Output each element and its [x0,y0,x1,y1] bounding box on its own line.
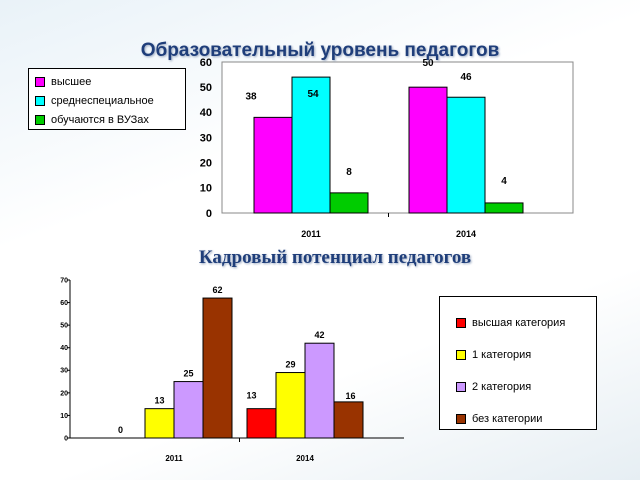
legend-swatch [456,382,466,392]
data-label: 25 [183,369,193,379]
bar [202,297,233,439]
legend-swatch [35,76,45,87]
legend-label: без категории [472,413,543,425]
bar [333,401,364,439]
data-label: 54 [307,89,319,100]
bar [275,372,306,439]
chart2-legend: высшая категория 1 категория 2 категория… [439,296,597,430]
y-tick-label: 50 [60,323,68,330]
data-label: 50 [422,58,434,69]
data-label: 29 [285,360,295,370]
bar [408,86,448,214]
bar [304,342,335,439]
y-tick-label: 60 [60,300,68,307]
data-label: 4 [501,176,507,187]
legend-label: высшее [51,75,92,88]
legend-item: обучаются в ВУЗах [35,110,185,129]
legend-label: 1 категория [472,349,532,361]
legend-item: среднеспециальное [35,91,185,110]
y-tick-label: 40 [200,107,212,119]
legend-swatch [456,414,466,424]
legend-swatch [456,318,466,328]
data-label: 13 [246,391,256,401]
data-label: 46 [460,72,472,83]
bar [291,76,331,214]
y-tick-label: 30 [200,132,212,144]
y-tick-label: 20 [60,390,68,397]
legend-item: 2 категория [456,371,596,403]
y-tick-label: 60 [200,57,212,69]
x-tick-label: 2014 [296,454,314,463]
data-label: 8 [346,167,352,178]
legend-item: 1 категория [456,339,596,371]
x-tick-label: 2014 [456,229,476,239]
bar [173,381,204,439]
legend-label: обучаются в ВУЗах [51,113,149,126]
legend-label: 2 категория [472,381,532,393]
y-tick-label: 40 [60,345,68,352]
y-tick-label: 10 [200,183,212,195]
data-label: 13 [154,396,164,406]
y-tick-label: 0 [206,208,212,220]
x-tick-label: 2011 [165,454,183,463]
data-label: 0 [118,425,123,435]
y-tick-label: 0 [64,435,68,442]
y-tick-label: 30 [60,368,68,375]
y-tick-label: 70 [60,277,68,284]
legend-item: высшее [35,72,185,91]
legend-label: высшая категория [472,317,566,329]
y-tick-label: 50 [200,82,212,94]
data-label: 38 [245,91,257,102]
x-tick-label: 2011 [301,229,321,239]
legend-label: среднеспециальное [51,94,154,107]
data-label: 16 [345,391,355,401]
legend-item: без категории [456,403,596,435]
legend-swatch [456,350,466,360]
legend-item: высшая категория [456,307,596,339]
chart1-title: Образовательный уровень педагогов [140,40,500,61]
bar [446,96,486,214]
legend-swatch [35,114,45,125]
chart1-legend: высшее среднеспециальное обучаются в ВУЗ… [28,68,186,130]
y-tick-label: 20 [200,158,212,170]
bar [484,202,524,214]
data-label: 62 [212,285,222,295]
legend-swatch [35,95,45,106]
bar [144,408,175,439]
chart2-title: Кадровый потенциал педагогов [198,247,472,268]
data-label: 42 [314,330,324,340]
bar [253,116,293,214]
y-tick-label: 10 [60,413,68,420]
bar [246,408,277,439]
bar [329,192,369,214]
